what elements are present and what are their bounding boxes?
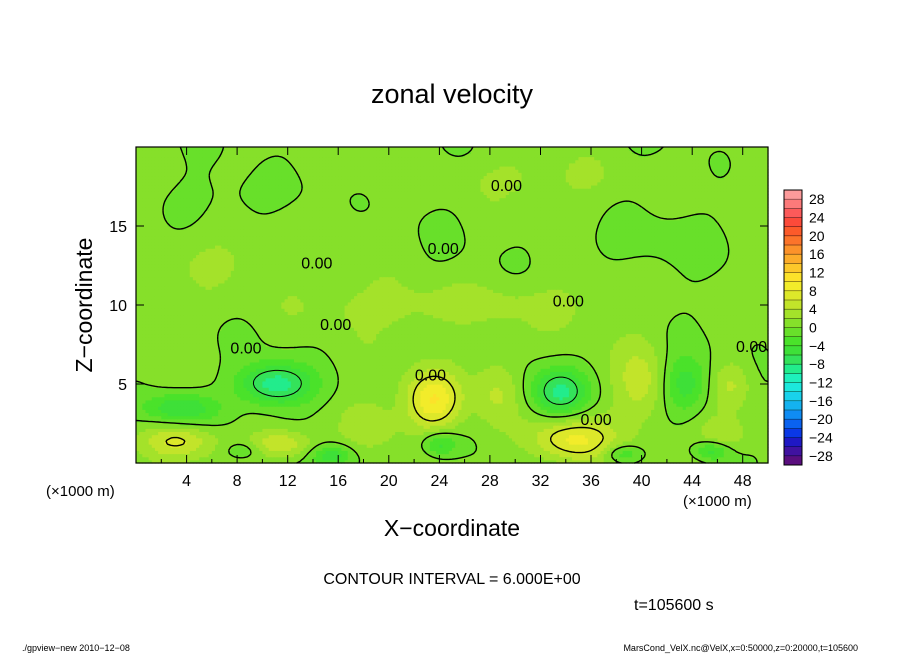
chart-title: zonal velocity xyxy=(371,79,534,109)
velocity-field xyxy=(136,147,769,464)
